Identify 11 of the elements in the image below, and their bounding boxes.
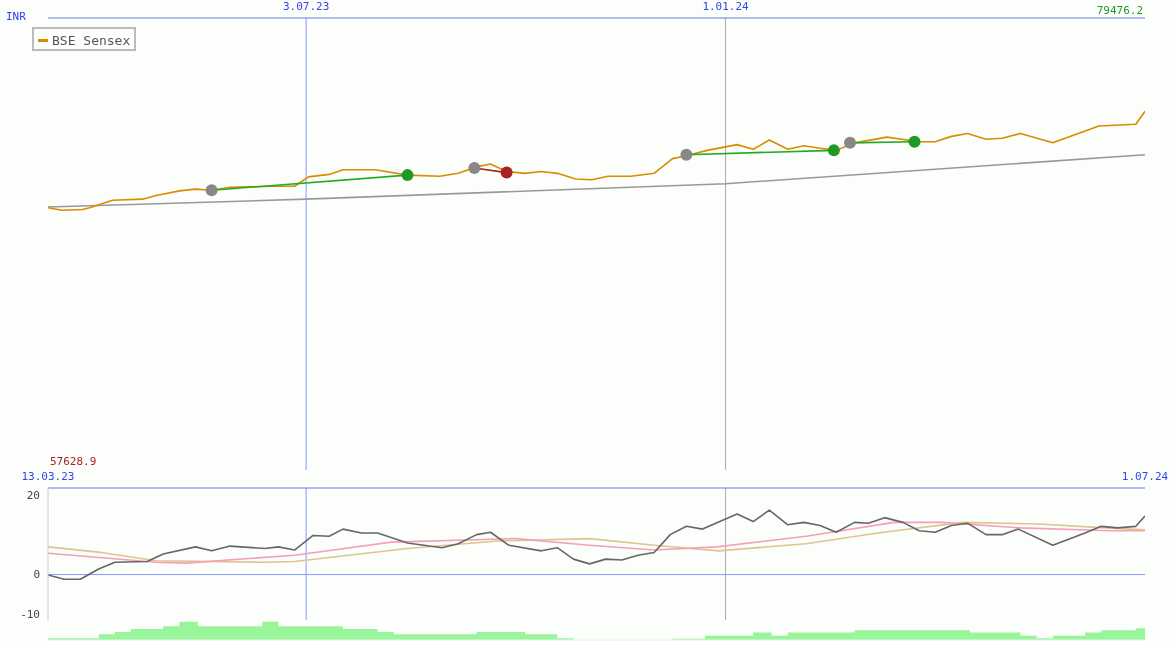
annotation: 57628.9	[50, 455, 97, 468]
x-tick-label: 3.07.23	[282, 0, 330, 13]
y-tick-label: 20	[26, 489, 40, 503]
legend-label: BSE Sensex	[51, 33, 131, 48]
x-tick-label: 1.07.24	[1121, 470, 1169, 483]
x-tick-label: 1.01.24	[702, 0, 750, 13]
y-tick-label: -10	[20, 607, 40, 621]
y-tick-label: 0	[33, 568, 40, 582]
x-tick-label: 13.03.23	[21, 470, 75, 483]
y-axis-title: INR	[6, 10, 26, 23]
text: 79476.2	[1096, 4, 1143, 17]
